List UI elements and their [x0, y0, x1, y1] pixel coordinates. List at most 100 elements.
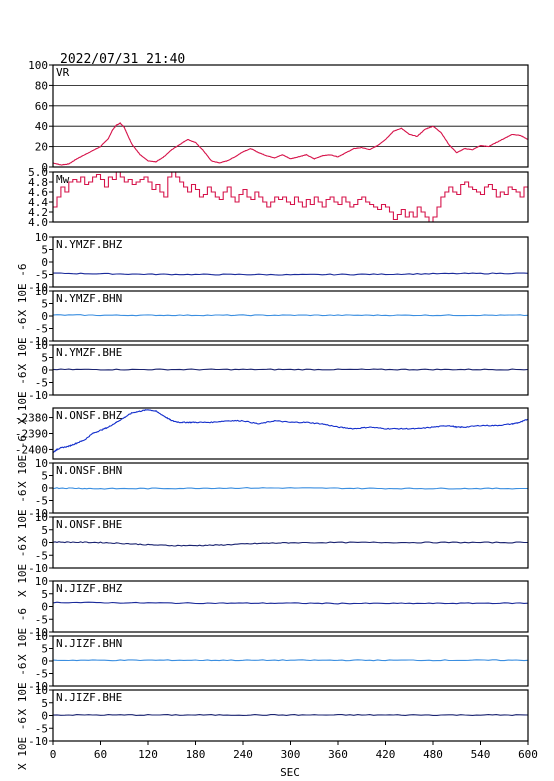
- panel-label: VR: [56, 66, 70, 79]
- y-tick-label: -5: [35, 549, 48, 562]
- y-axis-unit-label: X 10E -6: [16, 608, 29, 661]
- y-tick-label: 4.0: [28, 216, 48, 229]
- y-tick-label: 10: [35, 285, 48, 298]
- y-tick-label: 100: [28, 59, 48, 72]
- y-tick-label: -10: [28, 507, 48, 520]
- y-tick-label: 10: [35, 457, 48, 470]
- panel-frame: [52, 344, 529, 396]
- y-tick-label: 5: [41, 643, 48, 656]
- y-tick-label: -2390: [15, 428, 48, 441]
- panels: 020406080100VR4.04.24.44.64.85.0Mw-10-50…: [15, 59, 529, 770]
- x-tick-label: 360: [328, 748, 348, 761]
- y-tick-label: 0: [41, 655, 48, 668]
- panel-label: N.ONSF.BHE: [56, 518, 122, 531]
- y-tick-label: 0: [41, 256, 48, 269]
- y-tick-label: 10: [35, 575, 48, 588]
- series-line: [53, 314, 528, 317]
- panel-label: N.ONSF.BHZ: [56, 409, 123, 422]
- x-tick-label: 120: [138, 748, 158, 761]
- y-tick-label: 5: [41, 524, 48, 537]
- series-line: [53, 368, 528, 371]
- panel-label: N.JIZF.BHZ: [56, 582, 123, 595]
- y-axis-unit-label: X 10E -6: [16, 435, 29, 488]
- y-tick-label: 0: [41, 710, 48, 723]
- panel-n-onsf-bhz: -2400 -2390 -2380 N.ONSF.BHZ X 10E -6: [15, 407, 529, 488]
- series-line: [53, 659, 528, 662]
- x-tick-label: 600: [518, 748, 538, 761]
- panel-frame: [52, 290, 529, 342]
- y-tick-label: -10: [28, 680, 48, 693]
- panel-label: N.ONSF.BHN: [56, 464, 122, 477]
- series-line: [53, 601, 528, 605]
- y-tick-label: -10: [28, 281, 48, 294]
- y-tick-label: 5.0: [28, 166, 48, 179]
- series-line: [53, 714, 528, 716]
- x-axis-label: SEC: [280, 766, 300, 779]
- panel-vr: 0 20 40 60 80 100 VR: [28, 59, 529, 174]
- y-axis-unit-label: X 10E -6: [16, 544, 29, 597]
- y-tick-label: -10: [28, 626, 48, 639]
- panel-label: N.YMZF.BHN: [56, 292, 122, 305]
- y-axis-unit-label: X 10E -6: [16, 717, 29, 770]
- y-axis-unit-label: X 10E -6: [16, 490, 29, 543]
- y-tick-label: 5: [41, 697, 48, 710]
- y-tick-label: 0: [41, 364, 48, 377]
- y-tick-label: 5: [41, 298, 48, 311]
- x-tick-label: 180: [186, 748, 206, 761]
- y-tick-label: -5: [35, 668, 48, 681]
- series-line: [53, 272, 528, 276]
- panel-frame: [52, 462, 529, 514]
- y-tick-label: 0: [41, 482, 48, 495]
- y-axis-unit-label: X 10E -6: [16, 318, 29, 371]
- y-tick-label: -2380: [15, 412, 48, 425]
- y-tick-label: 60: [35, 100, 48, 113]
- y-tick-label: 5: [41, 470, 48, 483]
- y-tick-label: 10: [35, 339, 48, 352]
- panel-frame: [52, 635, 529, 687]
- series-line: [53, 122, 528, 166]
- x-tick-label: 240: [233, 748, 253, 761]
- x-tick-label: 60: [94, 748, 107, 761]
- y-tick-label: 4.6: [28, 186, 48, 199]
- series-line: [53, 172, 528, 222]
- y-tick-label: -5: [35, 495, 48, 508]
- y-axis-unit-label: X 10E -6: [16, 264, 29, 317]
- header-timestamp: 2022/07/31 21:40: [60, 52, 185, 67]
- panel-label: N.JIZF.BHE: [56, 691, 122, 704]
- y-tick-label: -10: [28, 735, 48, 748]
- panel-label: N.JIZF.BHN: [56, 637, 122, 650]
- y-tick-label: 4.8: [28, 176, 48, 189]
- y-tick-label: 40: [35, 120, 48, 133]
- panel-frame: [52, 580, 529, 633]
- y-tick-label: -5: [35, 377, 48, 390]
- y-axis-unit-label: X 10E -6: [16, 663, 29, 716]
- y-tick-label: 0: [41, 601, 48, 614]
- panel-label: N.YMZF.BHE: [56, 346, 122, 359]
- y-tick-label: 80: [35, 79, 48, 92]
- panel-frame: [52, 516, 529, 569]
- x-tick-label: 540: [471, 748, 491, 761]
- y-tick-label: -5: [35, 722, 48, 735]
- y-tick-label: 0: [41, 310, 48, 323]
- panel-frame: [52, 171, 529, 223]
- y-tick-label: 4.4: [28, 196, 48, 209]
- y-tick-label: 20: [35, 141, 48, 154]
- y-tick-label: -10: [28, 335, 48, 348]
- x-tick-label: 420: [376, 748, 396, 761]
- x-tick-label: 480: [423, 748, 443, 761]
- y-tick-label: -5: [35, 613, 48, 626]
- y-tick-label: 10: [35, 231, 48, 244]
- y-tick-label: -10: [28, 389, 48, 402]
- panel-label: N.YMZF.BHZ: [56, 238, 123, 251]
- y-tick-label: -2400: [15, 443, 48, 456]
- y-tick-label: 10: [35, 630, 48, 643]
